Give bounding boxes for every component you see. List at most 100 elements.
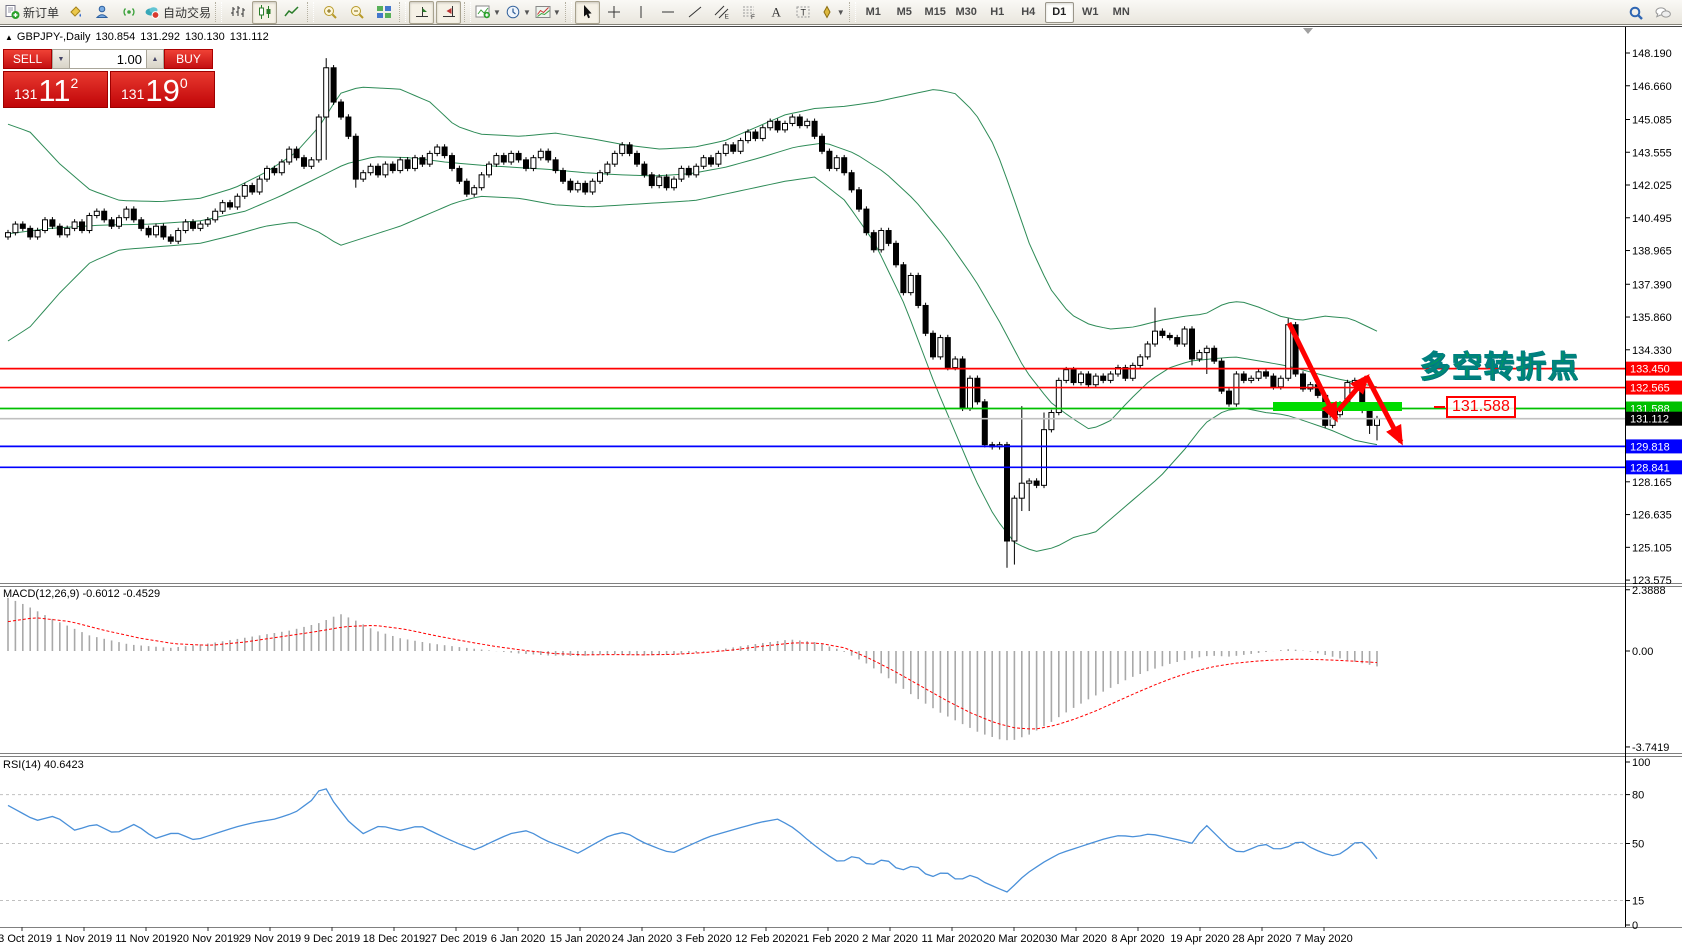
price-tick-label: 148.190	[1632, 48, 1672, 60]
trendline-button[interactable]	[683, 1, 708, 24]
bull-candle	[952, 358, 959, 369]
tile-windows-button[interactable]	[371, 1, 396, 24]
chevron-down-icon[interactable]: ▼	[522, 7, 531, 17]
candlestick-icon	[258, 5, 271, 19]
timeframe-m15-button[interactable]: M15	[924, 6, 946, 18]
cursor-button[interactable]	[574, 0, 600, 24]
timeframe-m5-button[interactable]: M5	[896, 6, 912, 18]
turning-point-annotation[interactable]: 多空转折点	[1420, 351, 1580, 385]
sell-price-button[interactable]: 131 11 2	[3, 71, 108, 108]
timeframe-h4-button[interactable]: H4	[1021, 6, 1036, 18]
price-tick-label: 140.495	[1632, 213, 1672, 225]
price-axis[interactable]: 148.190 146.660 145.085 143.555 142.025 140.4…	[1625, 48, 1682, 587]
line-chart-button[interactable]	[279, 1, 304, 24]
price-tick-label: 126.635	[1632, 510, 1672, 522]
text-label-button[interactable]: T	[791, 1, 816, 24]
macd-tick-label: -3.7419	[1632, 742, 1669, 754]
bull-candle	[382, 163, 389, 176]
auto-trading-button[interactable]: 自动交易	[143, 1, 212, 24]
zoom-out-button[interactable]	[344, 1, 369, 24]
price-badge-label: 129.818	[1630, 441, 1670, 453]
bull-candle	[123, 208, 130, 219]
timeframe-d1-button[interactable]: D1	[1044, 1, 1074, 23]
buy-button[interactable]: BUY	[164, 49, 213, 69]
svg-text:F: F	[751, 14, 755, 20]
bar-chart-button[interactable]	[225, 1, 250, 24]
sell-price-prefix: 131	[14, 86, 38, 102]
price-tick-label: 128.165	[1632, 477, 1672, 489]
bull-candle	[604, 163, 611, 174]
bull-candle	[308, 159, 315, 167]
auto-scroll-button[interactable]	[409, 0, 435, 24]
chevron-down-icon[interactable]: ▼	[836, 7, 845, 17]
chart-shift-button[interactable]	[436, 0, 462, 24]
rsi-tick-label: 0	[1632, 920, 1638, 932]
bull-candle	[1144, 343, 1151, 358]
bull-candle	[241, 185, 248, 197]
bull-candle	[597, 172, 603, 182]
bear-candle	[819, 135, 825, 152]
price-tick-label: 125.105	[1632, 542, 1672, 554]
strategy-signal-button[interactable]	[116, 1, 141, 24]
trend-arrow-segment[interactable]	[1336, 373, 1370, 413]
timeframe-mn-button[interactable]: MN	[1112, 6, 1130, 18]
bull-candle	[759, 127, 766, 139]
bear-candle	[27, 227, 34, 238]
bear-candle	[190, 221, 196, 229]
styler-button[interactable]	[62, 1, 87, 24]
bear-candle	[1211, 347, 1218, 362]
templates-button[interactable]: ▼	[534, 1, 562, 24]
search-button[interactable]	[1623, 1, 1648, 24]
periods-icon	[506, 5, 520, 19]
trend-arrow-segment[interactable]	[1286, 321, 1339, 423]
bull-candle	[71, 221, 78, 229]
trend-arrow-segment[interactable]	[1364, 375, 1404, 446]
new-order-button[interactable]: 新订单	[3, 1, 60, 24]
chevron-down-icon[interactable]: ▼	[493, 7, 501, 17]
bear-candle	[160, 225, 167, 238]
bear-candle	[1174, 337, 1181, 345]
price-tick-label: 135.860	[1632, 312, 1672, 324]
macd-tick-label: 2.3888	[1632, 585, 1666, 597]
bear-candle	[456, 167, 463, 182]
periods-button[interactable]: ▼	[504, 1, 532, 24]
text-button[interactable]: A	[764, 1, 789, 24]
arrows-button[interactable]: ▼	[818, 1, 846, 24]
level-price-label[interactable]: 131.588	[1446, 396, 1516, 418]
timeframe-m1-button[interactable]: M1	[865, 6, 881, 18]
bear-candle	[1226, 390, 1232, 405]
bear-candle	[545, 150, 552, 161]
indicator-axis[interactable]: 2.3888 0.00 -3.7419 100 80 50 15 0	[1625, 585, 1669, 932]
timeframe-w1-button[interactable]: W1	[1081, 6, 1099, 18]
horizontal-level-lines[interactable]	[0, 367, 1625, 469]
collapse-one-click-icon[interactable]: ▲	[5, 33, 13, 42]
zoom-in-button[interactable]	[317, 1, 342, 24]
fibonacci-icon: F	[743, 6, 755, 20]
sell-button[interactable]: SELL	[3, 49, 52, 69]
candlestick-chart-button[interactable]	[252, 0, 278, 24]
market-watch-button[interactable]	[89, 1, 114, 24]
bear-candle	[449, 155, 455, 169]
timeframe-h1-button[interactable]: H1	[990, 6, 1005, 18]
chevron-down-icon[interactable]: ▼	[552, 7, 561, 17]
bull-candle	[1255, 371, 1262, 379]
fibonacci-retracement-button[interactable]: F	[737, 1, 762, 24]
bull-candle	[278, 161, 285, 174]
crosshair-button[interactable]	[602, 1, 627, 24]
equidistant-channel-button[interactable]: E	[710, 1, 735, 24]
chat-button[interactable]	[1650, 1, 1675, 24]
horizontal-line-button[interactable]	[656, 1, 681, 24]
timeframe-m30-button[interactable]: M30	[955, 6, 977, 18]
bull-candle	[722, 144, 729, 154]
bear-candle	[101, 210, 108, 221]
trend-arrow-annotation[interactable]	[1286, 321, 1404, 446]
volume-decrease-button[interactable]: ▼	[52, 49, 70, 69]
indicators-button[interactable]: ▼	[474, 1, 502, 24]
vertical-line-button[interactable]	[629, 1, 654, 24]
buy-price-button[interactable]: 131 19 0	[110, 71, 215, 108]
volume-input[interactable]	[70, 49, 146, 69]
volume-increase-button[interactable]: ▲	[146, 49, 164, 69]
indicators-icon	[475, 5, 491, 19]
